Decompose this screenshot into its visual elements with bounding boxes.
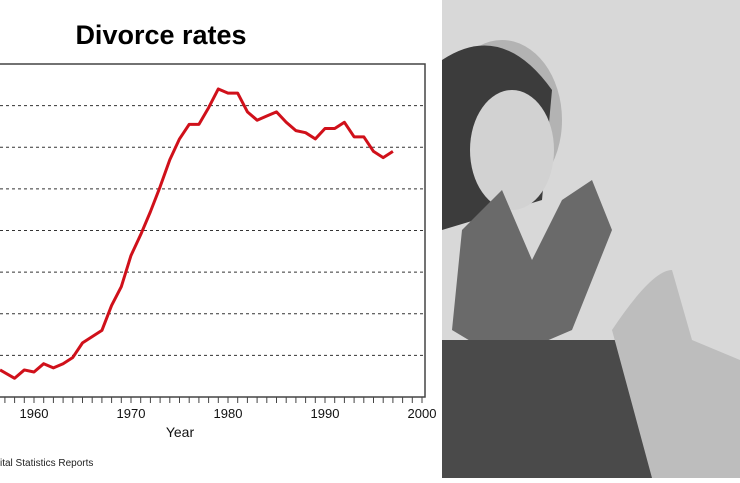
photo-illustration <box>442 0 740 478</box>
source-note: ital Statistics Reports <box>0 458 93 469</box>
x-axis-label: Year <box>166 424 195 440</box>
x-tick-label: 1960 <box>20 406 49 421</box>
x-tick-label: 1970 <box>117 406 146 421</box>
chart: 1960 1970 1980 1990 2000 Year <box>0 0 442 478</box>
chart-svg: 1960 1970 1980 1990 2000 Year <box>0 0 442 478</box>
photo-woman-hands-icon <box>442 0 740 478</box>
x-tick-label: 1990 <box>311 406 340 421</box>
chart-title: Divorce rates <box>0 20 322 51</box>
x-tick-label: 2000 <box>408 406 437 421</box>
x-tick-label: 1980 <box>214 406 243 421</box>
